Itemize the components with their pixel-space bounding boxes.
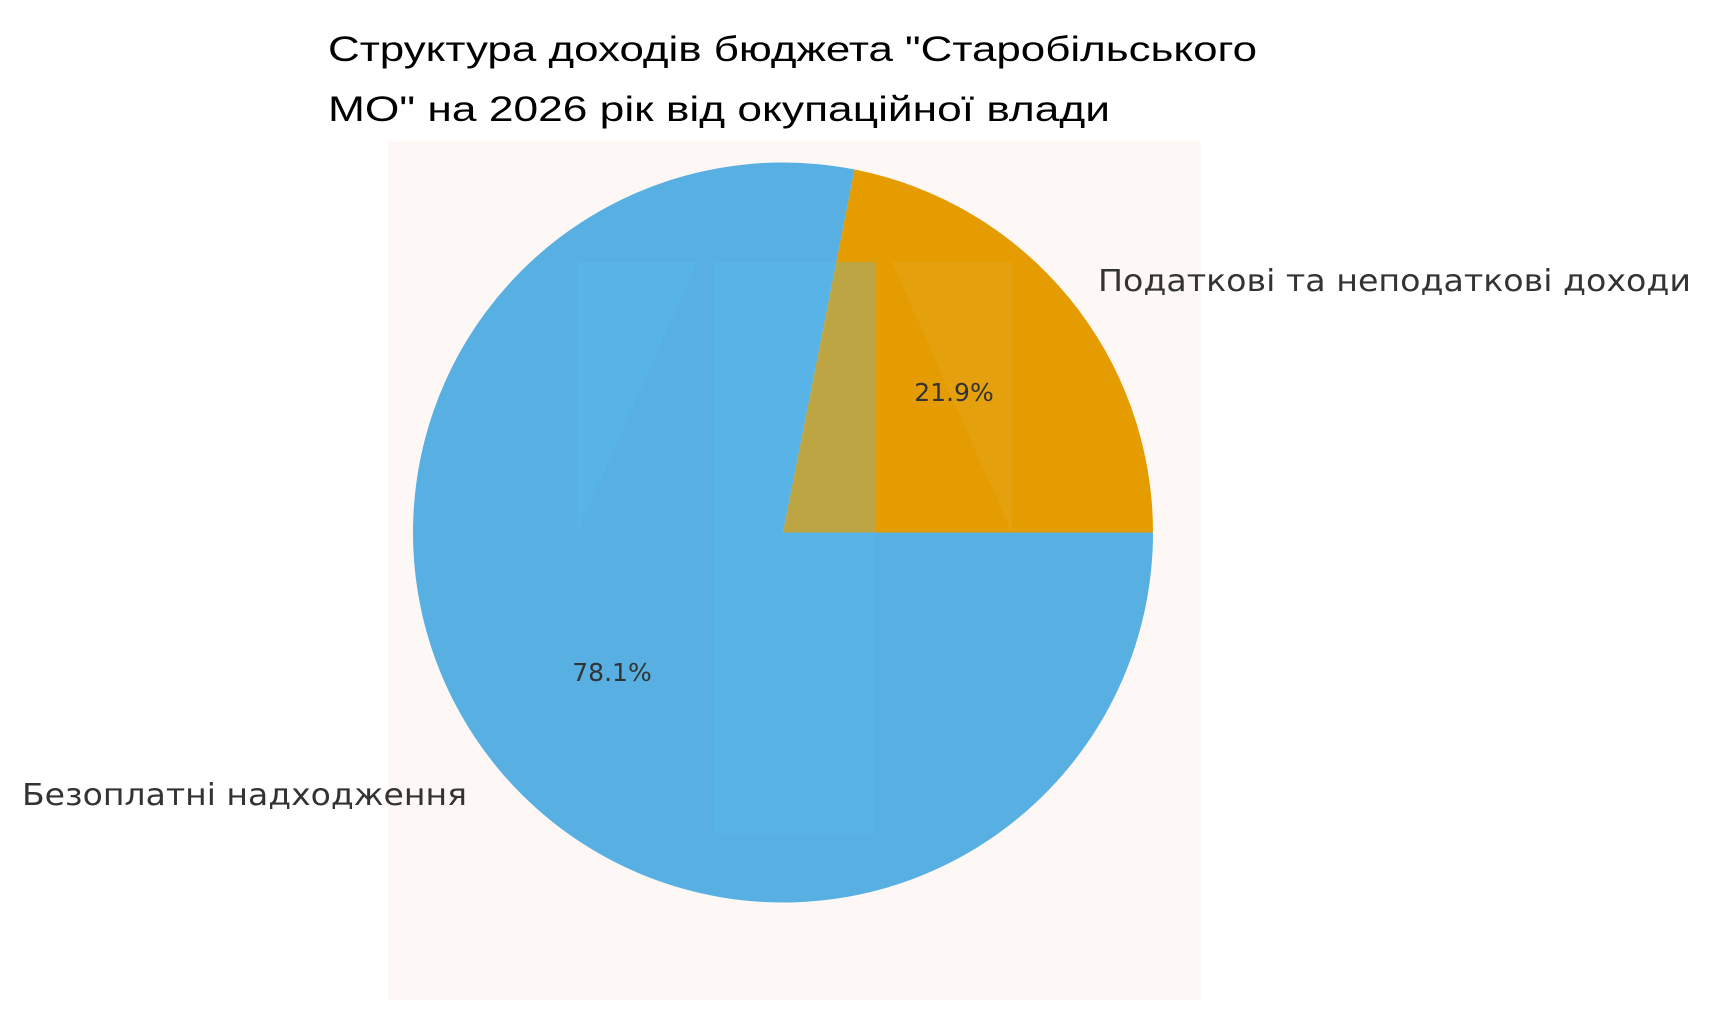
pct-label-bezoplatni: 78.1% <box>572 658 651 687</box>
pct-label-podatkovi: 21.9% <box>914 378 993 407</box>
category-label-podatkovi: Податкові та неподаткові доходи <box>1098 264 1691 299</box>
watermark-right-triangle <box>892 262 1012 533</box>
chart-title-line-2: МО" на 2026 рік від окупаційної влади <box>328 90 1110 129</box>
pie-slice-podatkovi-ta-nepodatkovi-dokhody[interactable] <box>783 169 1153 533</box>
category-label-bezoplatni: Безоплатні надходження <box>22 778 467 813</box>
watermark-left-triangle <box>577 262 697 533</box>
pie-slice-bezoplatni-nadkhodzhennia[interactable] <box>412 162 1153 903</box>
watermark-middle-bar <box>714 262 875 833</box>
chart-title-line-1: Структура доходів бюджета "Старобільсько… <box>328 30 1257 69</box>
watermark-logo <box>577 262 1012 833</box>
